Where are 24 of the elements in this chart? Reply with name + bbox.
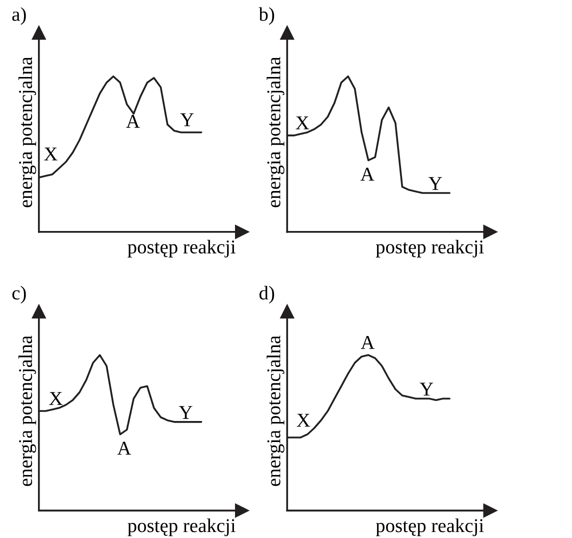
chart-title: a) (12, 7, 26, 25)
chart-title: c) (12, 286, 26, 304)
annotation: X (49, 392, 62, 405)
x-axis-title: postęp reakcji (376, 240, 484, 258)
chart-title: d) (259, 286, 274, 304)
y-axis-title: energia potencjalna (266, 336, 284, 486)
annotation: A (126, 114, 140, 128)
y-axis-title: energia potencjalna (18, 56, 36, 208)
annotation: Y (420, 382, 434, 396)
x-axis-title: postęp reakcji (128, 518, 236, 536)
y-axis-title: energia potencjalna (266, 56, 284, 208)
annotation: Y (178, 406, 192, 419)
y-axis-title: energia potencjalna (18, 336, 36, 486)
annotation: A (117, 442, 132, 455)
chart-title: b) (258, 7, 274, 25)
annotation: Y (428, 177, 442, 190)
annotation: X (44, 148, 58, 160)
annotation: Y (180, 113, 194, 126)
x-axis-title: postęp reakcji (376, 518, 484, 536)
annotation: X (296, 116, 310, 130)
annotation: X (296, 414, 310, 427)
annotation: A (360, 168, 374, 181)
text: A (360, 336, 375, 349)
x-axis-title: postęp reakcji (128, 240, 236, 258)
